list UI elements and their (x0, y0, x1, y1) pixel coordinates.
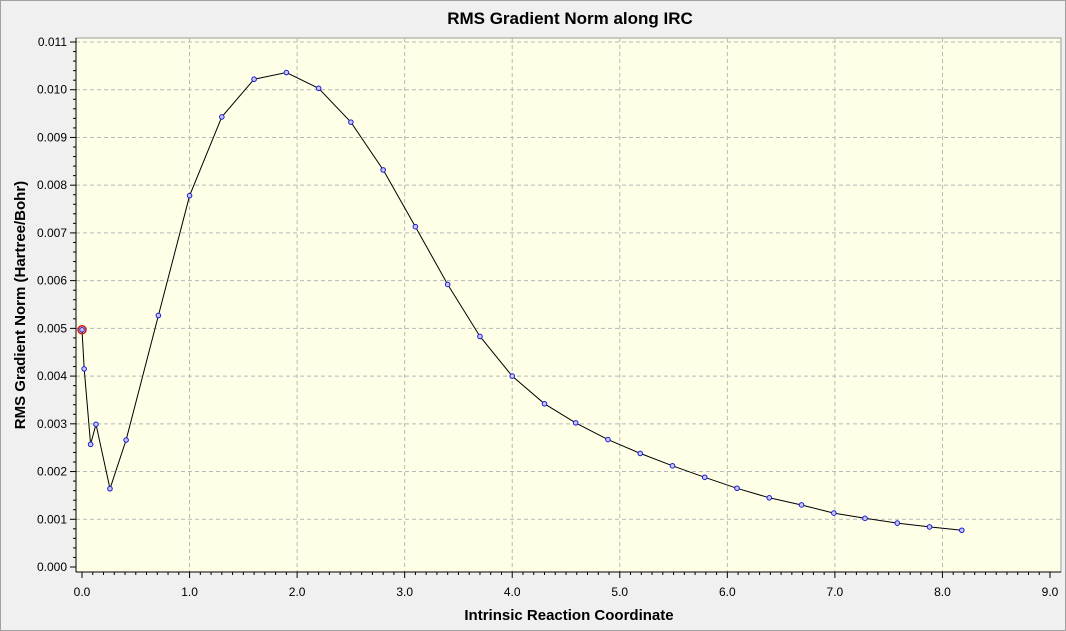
plot-area (75, 37, 1062, 573)
data-point (734, 485, 740, 492)
data-point (701, 474, 708, 481)
data-point (477, 333, 483, 340)
data-point (81, 366, 87, 372)
data-point (87, 441, 94, 448)
data-point (541, 400, 548, 407)
data-point (572, 420, 579, 426)
data-point (380, 167, 386, 173)
y-tick-label: 0.005 (37, 321, 67, 335)
data-point (79, 326, 85, 333)
data-point (605, 436, 611, 443)
y-tick-label: 0.000 (37, 560, 67, 574)
x-tick-label: 7.0 (827, 585, 844, 599)
data-point (219, 114, 225, 120)
data-point (509, 373, 516, 379)
data-point (251, 76, 257, 83)
data-point (186, 192, 193, 199)
data-point (669, 463, 676, 469)
y-tick-label: 0.010 (37, 83, 67, 97)
y-tick-label: 0.003 (37, 417, 67, 431)
data-point (926, 524, 933, 530)
ticks: 0.0 1.0 2.0 3.0 4.0 5.0 6.0 7.0 8.0 9.0 0.000 0.001… (37, 35, 1059, 599)
y-tick-label: 0.001 (37, 512, 67, 526)
x-tick-label: 6.0 (719, 585, 736, 599)
data-point (412, 223, 419, 230)
y-tick-label: 0.007 (37, 226, 67, 240)
data-point (93, 421, 99, 428)
y-tick-label: 0.008 (37, 178, 67, 192)
x-axis-label: Intrinsic Reaction Coordinate (464, 607, 673, 624)
series-line (81, 71, 962, 531)
x-tick-label: 1.0 (181, 585, 198, 599)
series-1 (77, 69, 965, 534)
x-tick-label: 4.0 (504, 585, 521, 599)
x-tick-label: 5.0 (611, 585, 628, 599)
data-point (123, 437, 129, 443)
x-tick-label: 8.0 (934, 585, 951, 599)
data-point (766, 494, 773, 501)
y-tick-label: 0.004 (37, 369, 67, 383)
x-tick-label: 3.0 (396, 585, 413, 599)
highlighted-point-marker (77, 325, 87, 335)
y-axis-label: RMS Gradient Norm (Hartree/Bohr) (12, 181, 29, 429)
y-tick-label: 0.006 (37, 274, 67, 288)
y-tick-label: 0.009 (37, 130, 67, 144)
data-point (283, 69, 290, 76)
x-tick-label: 2.0 (289, 585, 306, 599)
data-point (831, 510, 837, 516)
y-tick-label: 0.002 (37, 465, 67, 479)
data-point (894, 520, 901, 526)
data-point (798, 502, 805, 508)
data-point (637, 450, 644, 457)
chart-title: RMS Gradient Norm along IRC (447, 9, 693, 28)
x-tick-label: 9.0 (1042, 585, 1059, 599)
y-tick-label: 0.011 (38, 35, 67, 49)
data-point (155, 312, 162, 319)
data-point (959, 527, 965, 534)
x-tick-label: 0.0 (74, 585, 91, 599)
data-point (315, 85, 322, 92)
data-point (107, 485, 113, 492)
data-point (444, 281, 451, 288)
data-point (348, 119, 354, 125)
data-point (862, 515, 868, 522)
grid (76, 38, 1061, 572)
